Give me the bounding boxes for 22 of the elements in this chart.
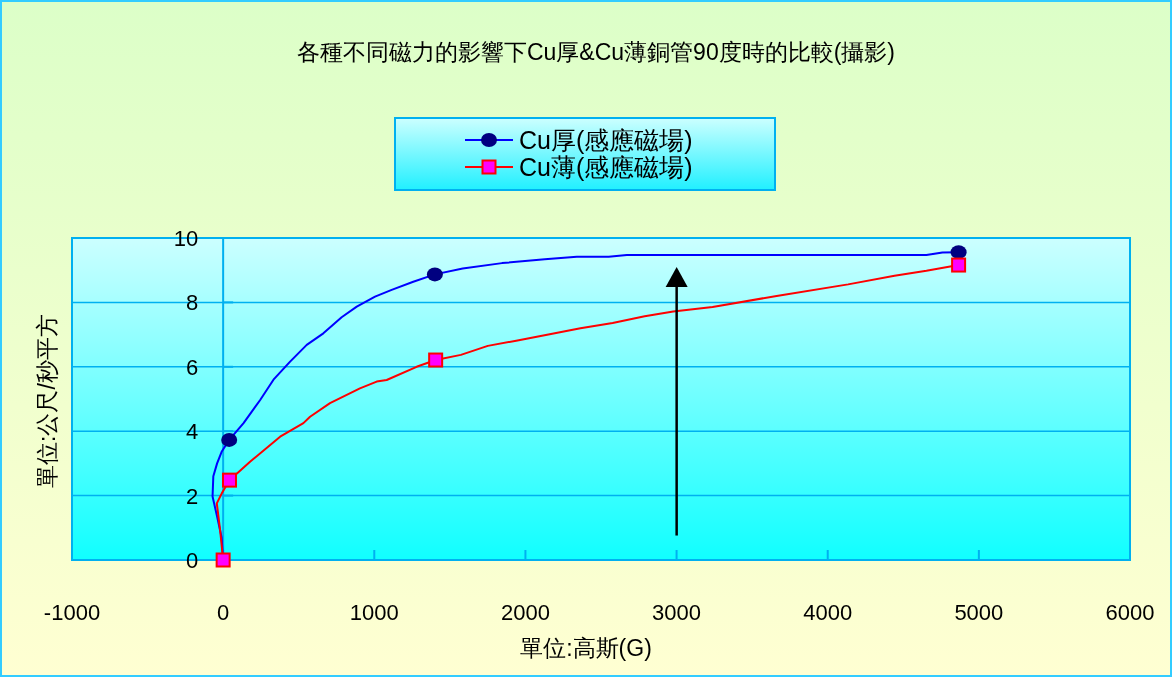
- x-tick-label: 6000: [1105, 600, 1155, 625]
- point: [951, 257, 967, 273]
- point: [428, 352, 444, 368]
- point: [950, 245, 967, 260]
- point: [221, 472, 237, 488]
- x-tick-label: 3000: [652, 600, 702, 625]
- x-tick-label: -1000: [43, 600, 101, 625]
- x-axis-title: 單位:高斯(G): [520, 635, 652, 661]
- x-tick-label: 4000: [803, 600, 853, 625]
- legend-label: Cu薄(感應磁場): [519, 153, 693, 181]
- legend-label: Cu厚(感應磁場): [519, 126, 693, 154]
- y-tick-label: 2: [185, 483, 199, 509]
- y-axis-title: 單位:公尺/秒平方: [34, 314, 60, 488]
- y-tick-label: 6: [185, 354, 199, 380]
- x-tick-label: 5000: [954, 600, 1004, 625]
- x-tick-label: 2000: [500, 600, 550, 625]
- point: [426, 267, 443, 282]
- y-tick-label: 4: [185, 419, 199, 445]
- x-tick-label: 1000: [349, 600, 399, 625]
- point: [221, 432, 238, 447]
- chart-title: 各種不同磁力的影響下Cu厚&Cu薄銅管90度時的比較(攝影): [296, 39, 896, 65]
- x-tick-label: 0: [217, 600, 230, 625]
